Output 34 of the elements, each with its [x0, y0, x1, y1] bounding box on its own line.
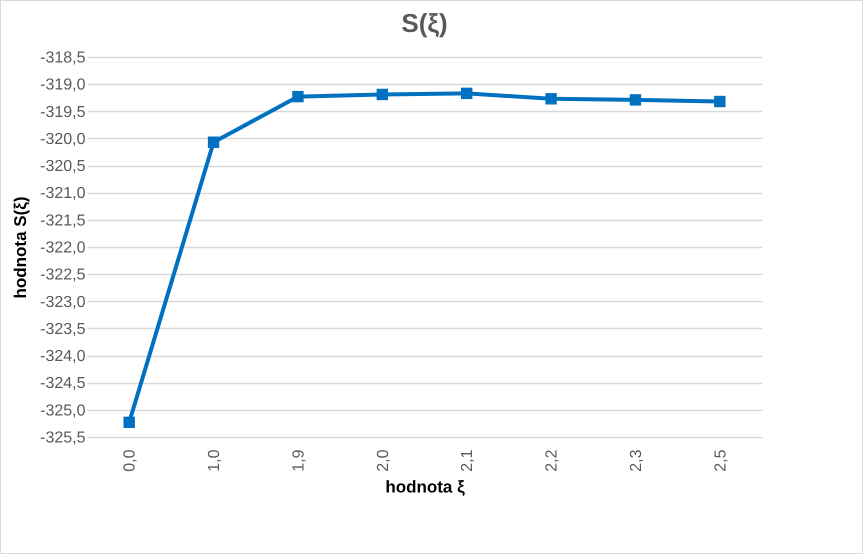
point	[460, 88, 472, 100]
y-tick-label: -319,5	[40, 104, 86, 121]
x-tick-label: 2,1	[459, 449, 476, 472]
y-tick-label: -325,5	[40, 430, 86, 446]
x-tick-label: 2,5	[712, 449, 730, 472]
x-tick-label: 0,0	[122, 449, 139, 472]
x-tick-label: 2,3	[628, 449, 645, 472]
y-tick-label: -320,0	[40, 130, 86, 148]
y-tick-label: -319,0	[40, 76, 86, 94]
x-axis-title: hodnota ξ	[385, 478, 466, 497]
point	[714, 96, 726, 108]
x-tick-label: 1,0	[206, 449, 224, 472]
x-tick-label: 2,2	[544, 449, 561, 472]
y-tick-label: -318,5	[40, 50, 86, 66]
x-tick-label: 2,0	[374, 449, 392, 472]
y-tick-label: -325,0	[40, 402, 86, 420]
y-axis-title: hodnota S(ξ)	[11, 196, 30, 298]
y-tick-label: -324,0	[40, 348, 86, 366]
y-tick-label: -323,5	[40, 320, 86, 338]
point	[123, 416, 135, 428]
point	[208, 136, 220, 148]
point	[376, 88, 388, 100]
x-tick-label: 1,9	[290, 449, 308, 472]
y-tick-label: -323,0	[40, 294, 86, 311]
point	[630, 94, 642, 106]
y-tick-label: -320,5	[40, 158, 86, 176]
y-tick-label: -322,5	[40, 266, 86, 284]
point	[292, 90, 304, 102]
chart-title: S(ξ)	[401, 8, 448, 38]
y-tick-label: -322,0	[40, 240, 86, 256]
y-tick-label: -321,0	[40, 185, 86, 202]
y-tick-label: -324,5	[40, 375, 86, 392]
y-tick-label: -321,5	[40, 212, 86, 230]
point	[545, 93, 557, 104]
